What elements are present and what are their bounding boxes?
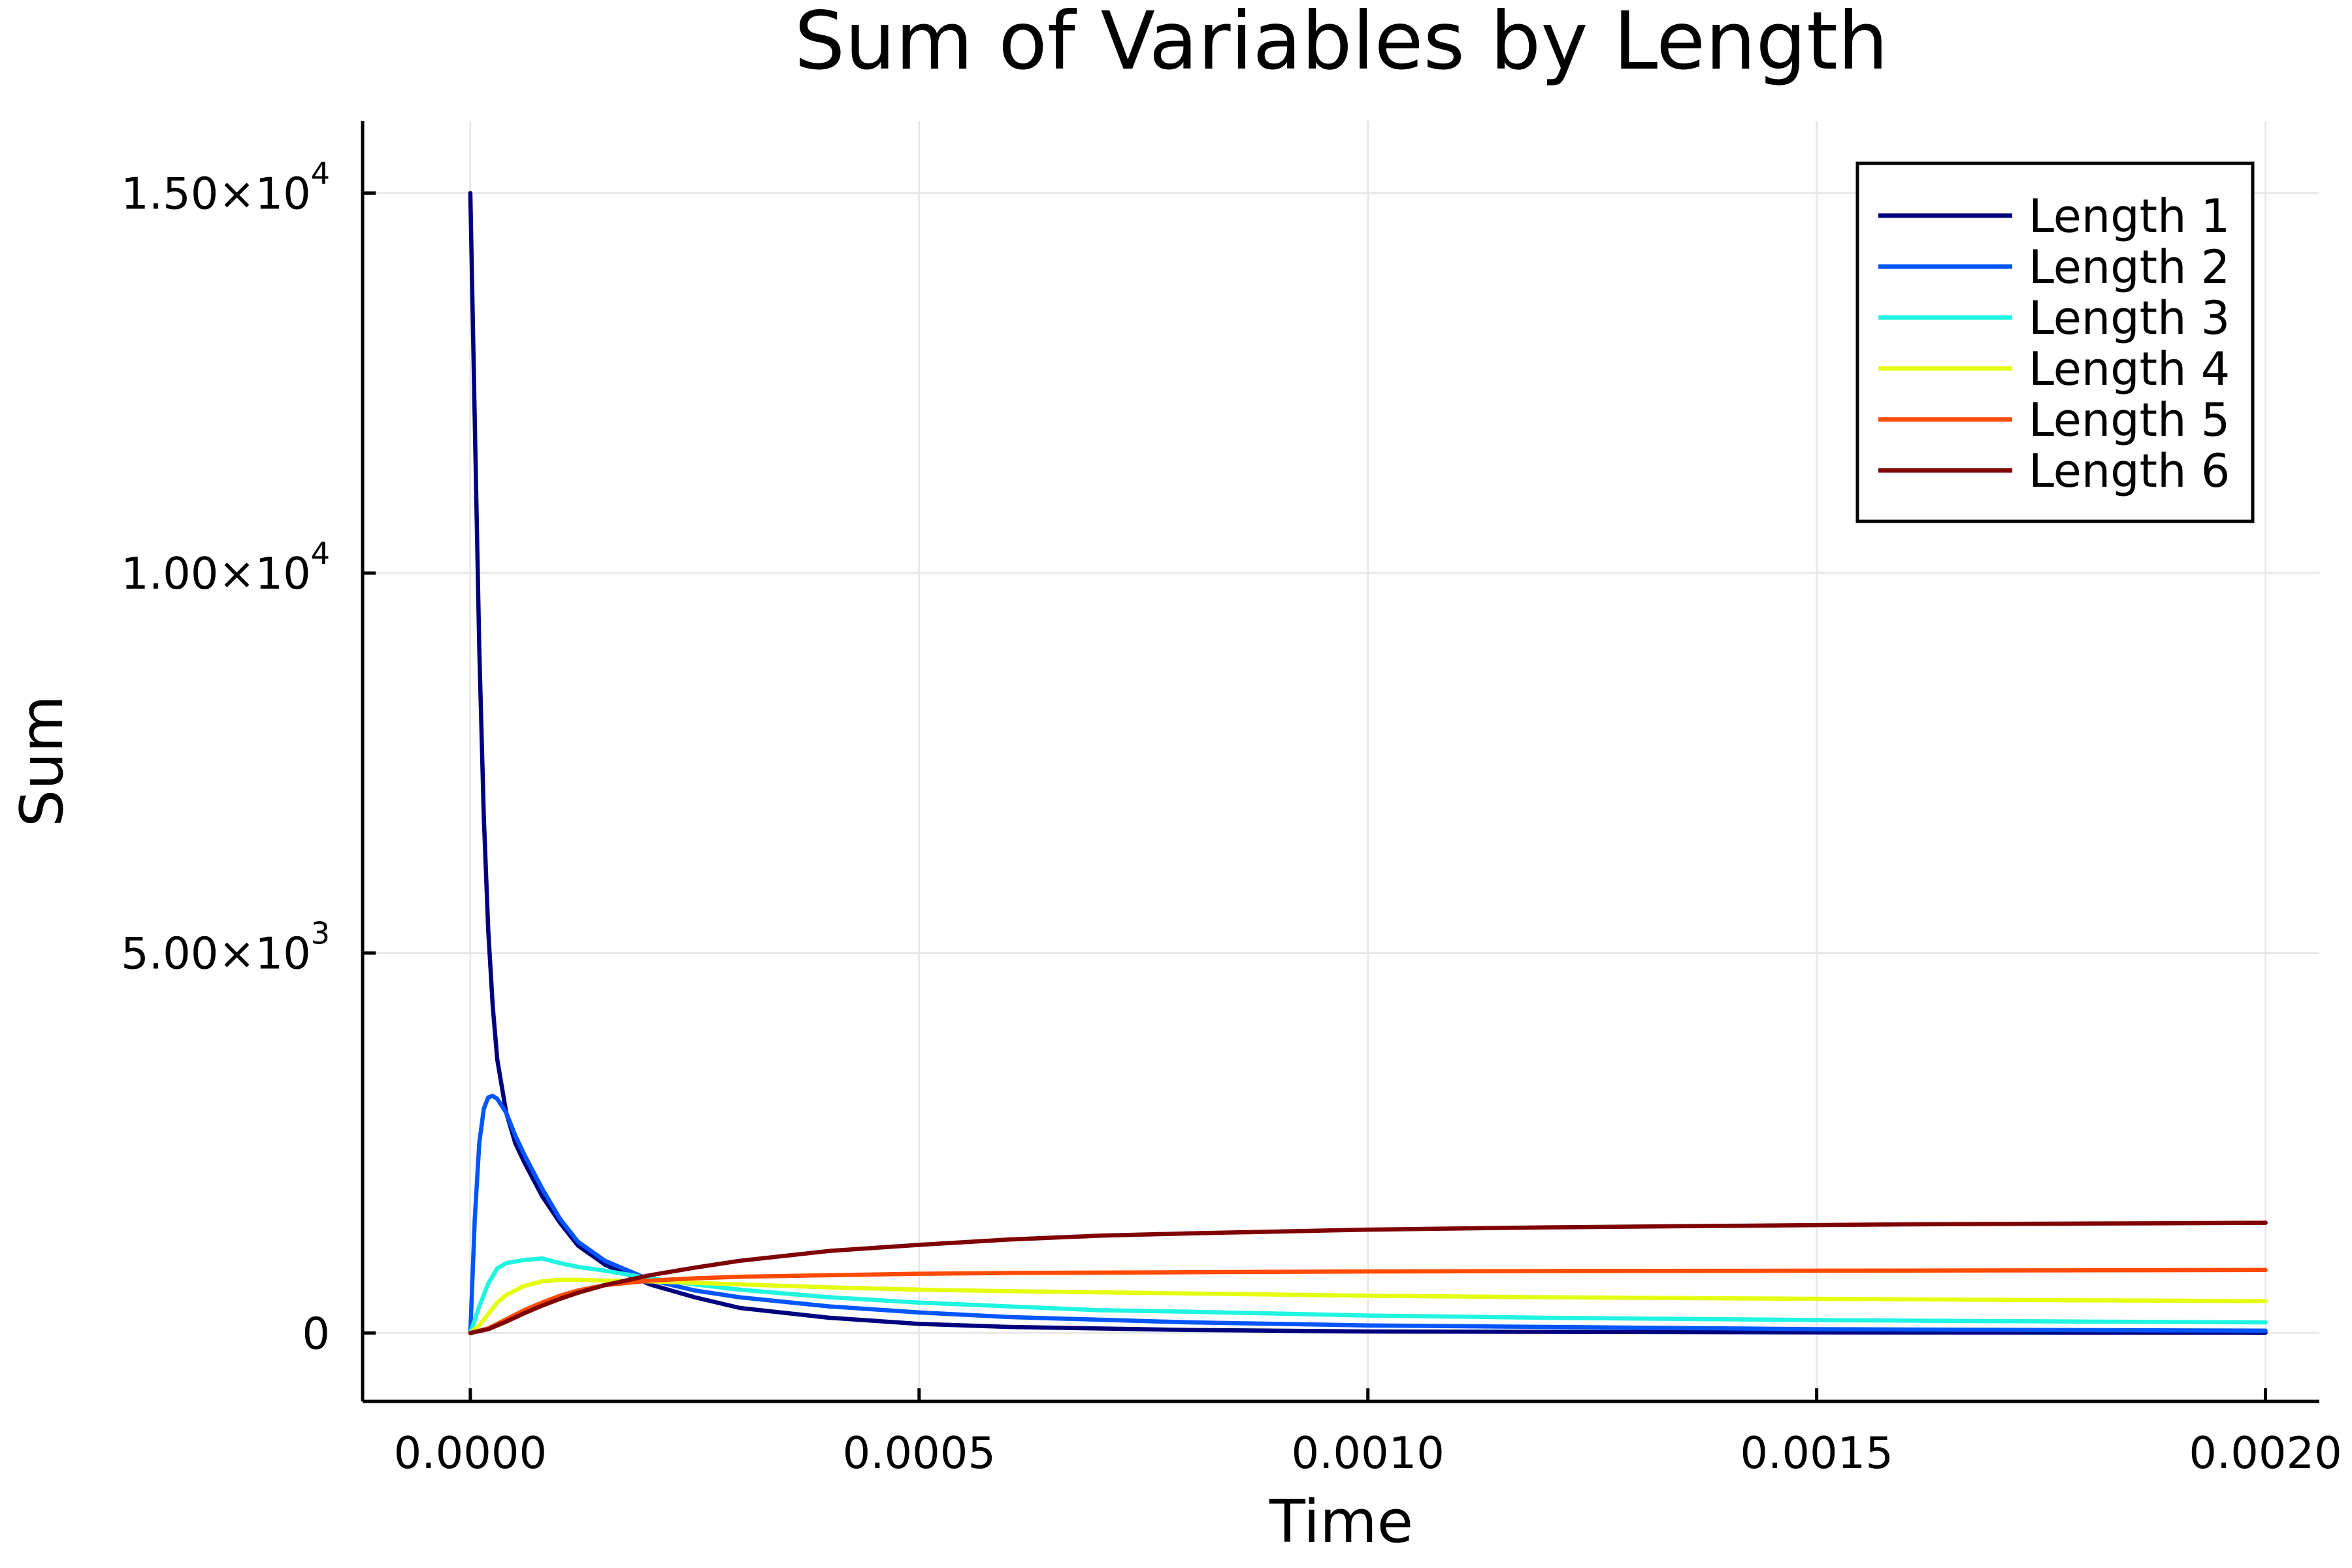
y-tick-mantissa: 5.00×10 (121, 928, 311, 979)
legend-label-length-3: Length 3 (2029, 291, 2230, 345)
y-tick-exponent: 4 (311, 156, 330, 191)
series-line-length-1 (468, 191, 2268, 1335)
y-axis-label: Sum (8, 695, 76, 827)
legend-label-length-2: Length 2 (2029, 240, 2230, 294)
series-line-length-2 (468, 1094, 2268, 1335)
y-tick-label: 1.00×104 (121, 536, 330, 599)
y-tick-mantissa: 1.00×10 (121, 548, 311, 599)
y-tick-mantissa: 1.50×10 (121, 169, 311, 220)
series-line-length-5 (468, 1267, 2268, 1335)
y-tick-exponent: 3 (311, 916, 330, 951)
series-line-length-4 (468, 1277, 2268, 1335)
legend-label-length-4: Length 4 (2029, 342, 2230, 396)
chart-title: Sum of Variables by Length (794, 0, 1888, 88)
series-line-length-6 (468, 1220, 2268, 1335)
series-lines (468, 191, 2268, 1335)
legend-label-length-5: Length 5 (2029, 393, 2230, 447)
y-tick-label: 5.00×103 (121, 916, 330, 979)
y-tick-label: 0 (302, 1308, 330, 1359)
legend-box (1855, 161, 2255, 523)
x-axis-label: Time (1269, 1488, 1413, 1556)
axis-ticks: 0.0000 0.0005 0.0010 0.0015 0.0020 0 5.00×103 1… (121, 156, 2342, 1478)
y-tick-label: 1.50×104 (121, 156, 330, 220)
y-tick-mantissa: 0 (302, 1308, 330, 1359)
x-tick-label: 0.0010 (1291, 1428, 1444, 1478)
x-tick-label: 0.0020 (2189, 1428, 2342, 1478)
x-tick-label: 0.0005 (843, 1428, 996, 1478)
legend-label-length-6: Length 6 (2029, 444, 2230, 498)
y-tick-exponent: 4 (311, 536, 330, 571)
x-tick-label: 0.0015 (1740, 1428, 1893, 1478)
axes (361, 121, 2319, 1403)
legend-label-length-1: Length 1 (2029, 189, 2230, 243)
x-tick-label: 0.0000 (394, 1428, 547, 1478)
